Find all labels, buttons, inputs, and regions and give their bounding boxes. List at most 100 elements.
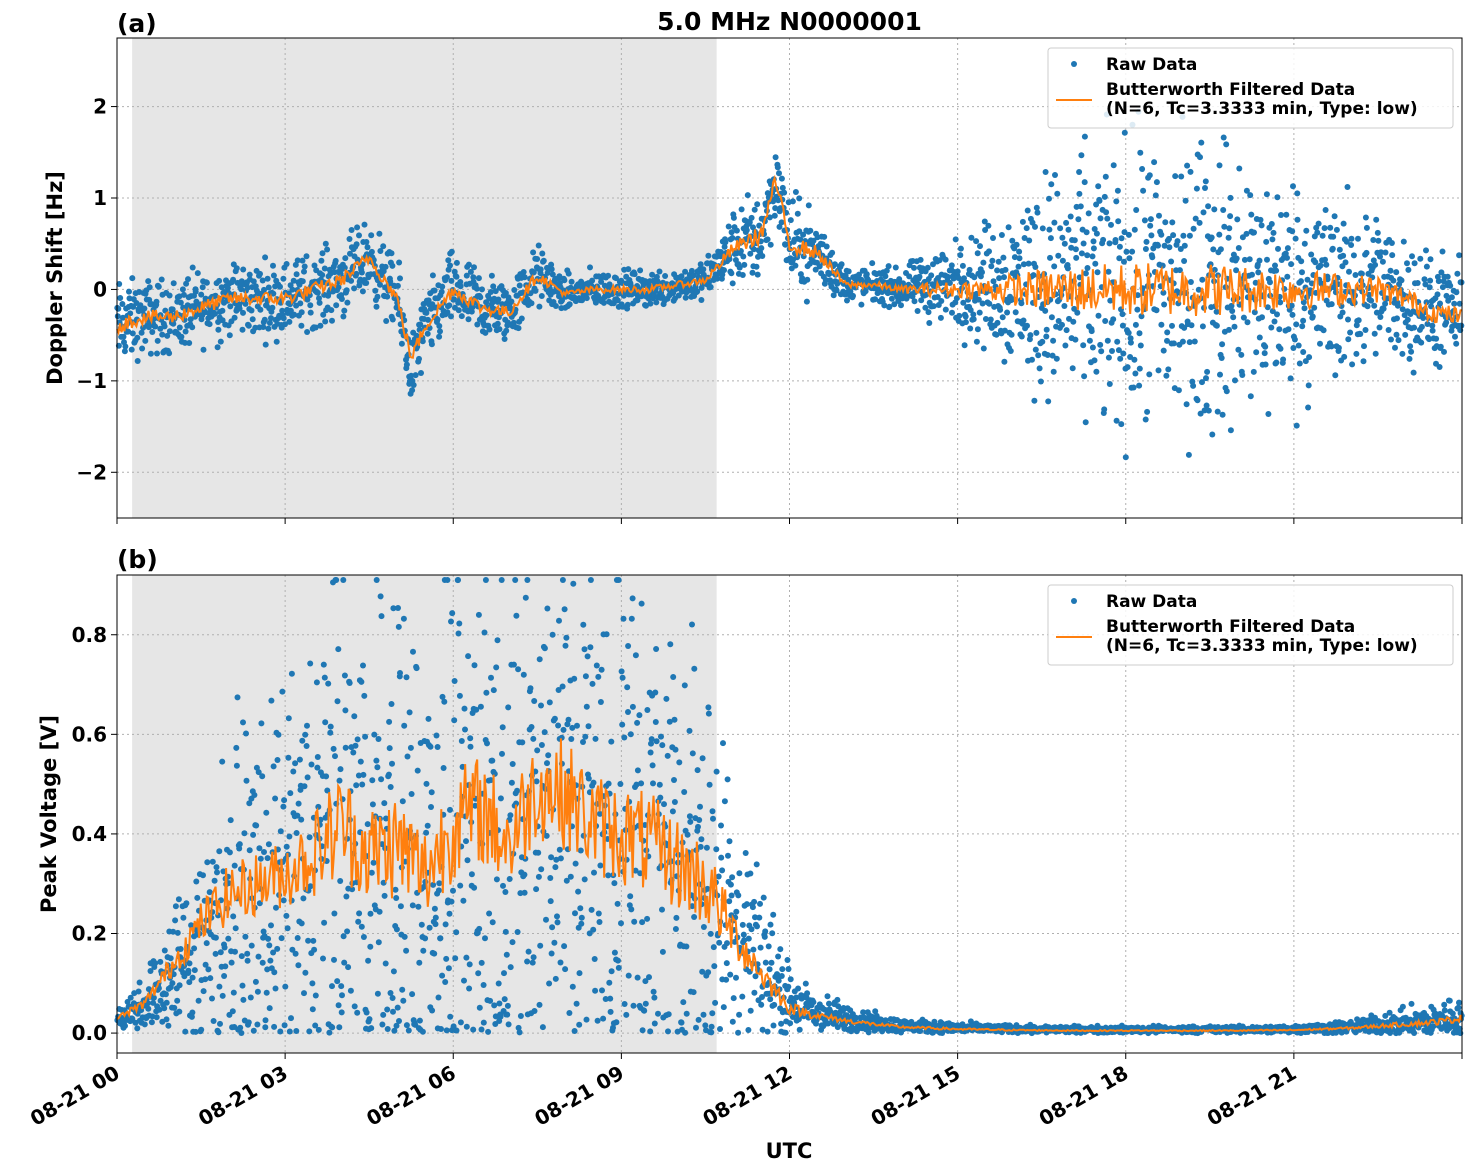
raw-data-point bbox=[589, 277, 596, 284]
raw-data-point bbox=[446, 302, 453, 309]
raw-data-point bbox=[888, 295, 895, 302]
raw-data-point bbox=[1096, 197, 1103, 204]
raw-data-point bbox=[183, 280, 190, 287]
raw-data-point bbox=[186, 960, 193, 967]
raw-data-point bbox=[1277, 299, 1284, 306]
raw-data-point bbox=[1355, 235, 1361, 242]
raw-data-point bbox=[1116, 255, 1123, 262]
raw-data-point bbox=[1205, 407, 1212, 414]
raw-data-point bbox=[597, 862, 604, 869]
raw-data-point bbox=[455, 307, 462, 314]
raw-data-point bbox=[262, 341, 269, 348]
raw-data-point bbox=[485, 1028, 492, 1035]
raw-data-point bbox=[1385, 327, 1392, 333]
raw-data-point bbox=[1074, 309, 1081, 316]
raw-data-point bbox=[463, 272, 470, 279]
raw-data-point bbox=[409, 902, 416, 909]
raw-data-point bbox=[353, 241, 360, 248]
raw-data-point bbox=[352, 742, 359, 749]
raw-data-point bbox=[393, 926, 400, 933]
raw-data-point bbox=[619, 721, 626, 728]
raw-data-point bbox=[543, 916, 549, 923]
raw-data-point bbox=[970, 316, 977, 323]
raw-data-point bbox=[237, 1024, 244, 1031]
raw-data-point bbox=[684, 831, 691, 838]
raw-data-point bbox=[326, 1029, 333, 1036]
raw-data-point bbox=[659, 906, 665, 913]
raw-data-point bbox=[1255, 269, 1262, 276]
raw-data-point bbox=[736, 1011, 743, 1018]
raw-data-point bbox=[290, 768, 297, 775]
raw-data-point bbox=[399, 798, 406, 805]
raw-data-point bbox=[733, 974, 739, 981]
raw-data-point bbox=[1106, 381, 1113, 387]
raw-data-point bbox=[1082, 419, 1089, 426]
raw-data-point bbox=[1121, 229, 1128, 236]
raw-data-point bbox=[1268, 324, 1275, 331]
raw-data-point bbox=[147, 350, 154, 357]
raw-data-point bbox=[718, 822, 724, 829]
raw-data-point bbox=[735, 892, 742, 899]
raw-data-point bbox=[371, 731, 378, 738]
raw-data-point bbox=[696, 817, 703, 823]
raw-data-point bbox=[397, 903, 404, 910]
raw-data-point bbox=[1166, 244, 1173, 251]
raw-data-point bbox=[1308, 251, 1315, 258]
raw-data-point bbox=[1161, 242, 1168, 249]
raw-data-point bbox=[980, 345, 987, 352]
raw-data-point bbox=[393, 1022, 400, 1029]
raw-data-point bbox=[540, 257, 547, 264]
raw-data-point bbox=[1033, 329, 1040, 336]
raw-data-point bbox=[183, 900, 190, 907]
raw-data-point bbox=[369, 777, 376, 784]
raw-data-point bbox=[1151, 159, 1158, 166]
raw-data-point bbox=[244, 284, 251, 291]
raw-data-point bbox=[1288, 302, 1295, 309]
raw-data-point bbox=[592, 987, 599, 994]
raw-data-point bbox=[1163, 372, 1170, 379]
raw-data-point bbox=[767, 996, 774, 1003]
raw-data-point bbox=[602, 996, 609, 1002]
raw-data-point bbox=[627, 893, 634, 900]
raw-data-point bbox=[937, 314, 944, 321]
raw-data-point bbox=[282, 983, 289, 990]
raw-data-point bbox=[150, 999, 157, 1006]
raw-data-point bbox=[1311, 304, 1318, 311]
raw-data-point bbox=[458, 738, 465, 744]
raw-data-point bbox=[265, 935, 272, 942]
raw-data-point bbox=[451, 296, 457, 303]
raw-data-point bbox=[571, 675, 578, 682]
raw-data-point bbox=[1142, 416, 1149, 423]
raw-data-point bbox=[498, 577, 505, 583]
raw-data-point bbox=[212, 934, 219, 941]
raw-data-point bbox=[380, 243, 387, 250]
raw-data-point bbox=[653, 738, 660, 745]
raw-data-point bbox=[448, 277, 455, 284]
raw-data-point bbox=[926, 320, 933, 326]
raw-data-point bbox=[764, 1028, 771, 1035]
raw-data-point bbox=[211, 877, 218, 884]
raw-data-point bbox=[730, 995, 737, 1002]
raw-data-point bbox=[1043, 326, 1050, 333]
raw-data-point bbox=[680, 999, 687, 1006]
raw-data-point bbox=[389, 760, 395, 767]
raw-data-point bbox=[568, 278, 575, 285]
raw-data-point bbox=[502, 928, 509, 935]
raw-data-point bbox=[355, 918, 362, 925]
raw-data-point bbox=[507, 964, 514, 971]
raw-data-point bbox=[228, 959, 235, 966]
raw-data-point bbox=[1243, 187, 1250, 194]
raw-data-point bbox=[268, 922, 274, 929]
raw-data-point bbox=[740, 931, 747, 938]
raw-data-point bbox=[209, 858, 216, 865]
raw-data-point bbox=[176, 1008, 183, 1015]
raw-data-point bbox=[1269, 236, 1276, 243]
raw-data-point bbox=[852, 1014, 859, 1021]
raw-data-point bbox=[771, 1001, 778, 1008]
raw-data-point bbox=[961, 275, 967, 282]
raw-data-point bbox=[490, 283, 497, 290]
raw-data-point bbox=[618, 920, 624, 927]
raw-data-point bbox=[419, 1028, 426, 1035]
raw-data-point bbox=[1213, 322, 1220, 329]
raw-data-point bbox=[1084, 252, 1091, 259]
